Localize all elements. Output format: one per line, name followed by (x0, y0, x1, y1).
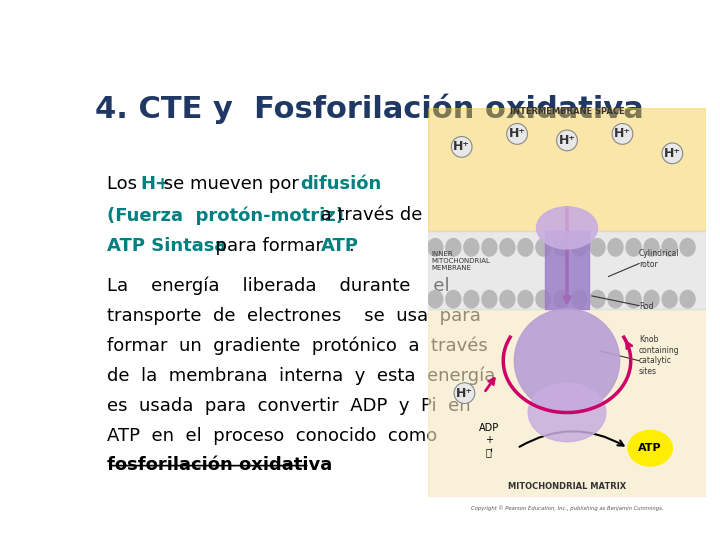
Circle shape (518, 239, 533, 256)
Text: 4. CTE y  Fosforilación oxidativa: 4. CTE y Fosforilación oxidativa (94, 94, 644, 124)
Circle shape (446, 291, 461, 308)
Circle shape (644, 291, 659, 308)
Circle shape (680, 291, 695, 308)
Ellipse shape (528, 383, 606, 442)
Text: H⁺: H⁺ (508, 127, 526, 140)
Text: ATP: ATP (321, 238, 359, 255)
Circle shape (572, 291, 587, 308)
Circle shape (428, 239, 443, 256)
Text: de  la  membrana  interna  y  esta  energía: de la membrana interna y esta energía (107, 367, 495, 385)
Circle shape (464, 291, 479, 308)
Text: difusión: difusión (301, 175, 382, 193)
Text: Cylindrical
rotor: Cylindrical rotor (639, 249, 680, 269)
Circle shape (590, 291, 605, 308)
Text: H⁺: H⁺ (559, 134, 575, 147)
Circle shape (554, 291, 569, 308)
Text: se mueven por: se mueven por (158, 175, 316, 193)
Circle shape (446, 239, 461, 256)
Text: Los: Los (107, 175, 143, 193)
Circle shape (482, 239, 497, 256)
Text: a través de: a través de (310, 206, 423, 224)
Text: INNER
MITOCHONDRIAL
MEMBRANE: INNER MITOCHONDRIAL MEMBRANE (431, 251, 490, 271)
Circle shape (500, 291, 515, 308)
Text: H⁺: H⁺ (456, 387, 473, 400)
Circle shape (482, 291, 497, 308)
Circle shape (572, 239, 587, 256)
Text: ADP
+
Ⓟᴵ: ADP + Ⓟᴵ (480, 423, 500, 457)
Circle shape (644, 239, 659, 256)
Text: INTERMEMBRANE SPACE: INTERMEMBRANE SPACE (510, 107, 624, 117)
Circle shape (626, 291, 641, 308)
Circle shape (518, 291, 533, 308)
Ellipse shape (536, 207, 598, 249)
Text: MITOCHONDRIAL MATRIX: MITOCHONDRIAL MATRIX (508, 482, 626, 491)
Text: H⁺: H⁺ (614, 127, 631, 140)
Text: ATP  en  el  proceso  conocido  como: ATP en el proceso conocido como (107, 427, 437, 444)
Circle shape (662, 239, 677, 256)
Text: H+: H+ (140, 175, 171, 193)
Text: H⁺: H⁺ (664, 147, 681, 160)
Text: ATP Sintasa: ATP Sintasa (107, 238, 226, 255)
Text: Rod: Rod (639, 302, 654, 311)
Text: ATP: ATP (639, 443, 662, 453)
Text: Copyright © Pearson Education, Inc., publishing as Benjamin Cummings.: Copyright © Pearson Education, Inc., pub… (471, 505, 663, 511)
Circle shape (554, 239, 569, 256)
Bar (428, 231, 706, 309)
Circle shape (536, 239, 551, 256)
Text: (Fuerza  protón-motriz): (Fuerza protón-motriz) (107, 206, 343, 225)
Circle shape (590, 239, 605, 256)
Text: transporte  de  electrones    se  usa  para: transporte de electrones se usa para (107, 307, 481, 325)
Circle shape (464, 239, 479, 256)
Bar (428, 309, 706, 497)
Bar (428, 108, 706, 231)
Circle shape (626, 239, 641, 256)
Circle shape (662, 291, 677, 308)
Circle shape (428, 291, 443, 308)
Circle shape (536, 291, 551, 308)
Text: fosforilación oxidativa: fosforilación oxidativa (107, 456, 332, 475)
Text: formar  un  gradiente  protónico  a  través: formar un gradiente protónico a través (107, 337, 487, 355)
Bar (545, 231, 589, 309)
Text: .: . (348, 238, 354, 255)
Circle shape (500, 239, 515, 256)
Circle shape (608, 291, 623, 308)
Circle shape (680, 239, 695, 256)
Circle shape (608, 239, 623, 256)
Ellipse shape (628, 430, 672, 466)
Text: es  usada  para  convertir  ADP  y  Pi  en: es usada para convertir ADP y Pi en (107, 396, 470, 415)
Ellipse shape (514, 309, 620, 413)
Text: Knob
containing
catalytic
sites: Knob containing catalytic sites (639, 335, 680, 376)
Text: H⁺: H⁺ (453, 140, 470, 153)
Text: para formar: para formar (204, 238, 328, 255)
Text: La    energía    liberada    durante    el: La energía liberada durante el (107, 277, 449, 295)
